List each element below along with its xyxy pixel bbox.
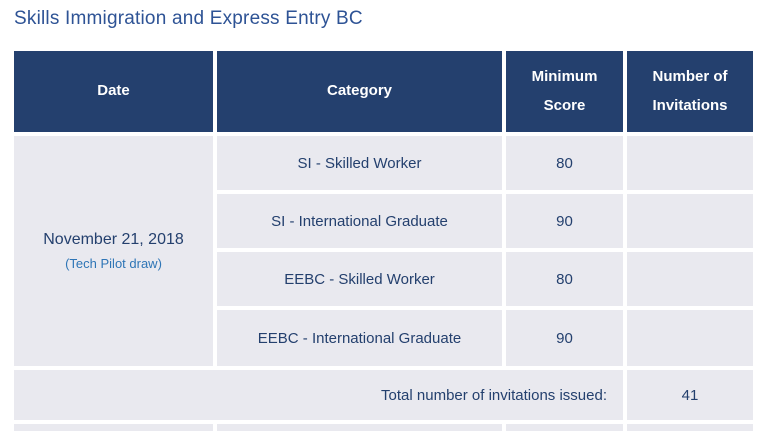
partial-row-cell <box>506 424 623 431</box>
header-cell-minimum-score: Minimum Score <box>506 51 623 132</box>
min-score-cell: 90 <box>506 310 623 366</box>
category-cell: EEBC - Skilled Worker <box>217 252 502 306</box>
header-cell-invitations: Number of Invitations <box>627 51 753 132</box>
invitations-cell <box>627 194 753 248</box>
partial-row-cell <box>217 424 502 431</box>
min-score-cell: 80 <box>506 252 623 306</box>
total-label-cell: Total number of invitations issued: <box>14 370 623 420</box>
draws-table: Date Category Minimum Score Number of In… <box>14 51 753 431</box>
partial-row-cell <box>14 424 213 431</box>
date-text: November 21, 2018 <box>43 231 184 248</box>
invitations-cell <box>627 136 753 190</box>
date-note: (Tech Pilot draw) <box>65 256 162 271</box>
header-cell-date: Date <box>14 51 213 132</box>
category-cell: SI - International Graduate <box>217 194 502 248</box>
category-cell: SI - Skilled Worker <box>217 136 502 190</box>
min-score-cell: 80 <box>506 136 623 190</box>
total-value-cell: 41 <box>627 370 753 420</box>
page-title: Skills Immigration and Express Entry BC <box>14 8 363 29</box>
header-cell-category: Category <box>217 51 502 132</box>
partial-row-cell <box>627 424 753 431</box>
date-cell: November 21, 2018 (Tech Pilot draw) <box>14 136 213 366</box>
invitations-cell <box>627 252 753 306</box>
category-cell: EEBC - International Graduate <box>217 310 502 366</box>
invitations-cell <box>627 310 753 366</box>
min-score-cell: 90 <box>506 194 623 248</box>
